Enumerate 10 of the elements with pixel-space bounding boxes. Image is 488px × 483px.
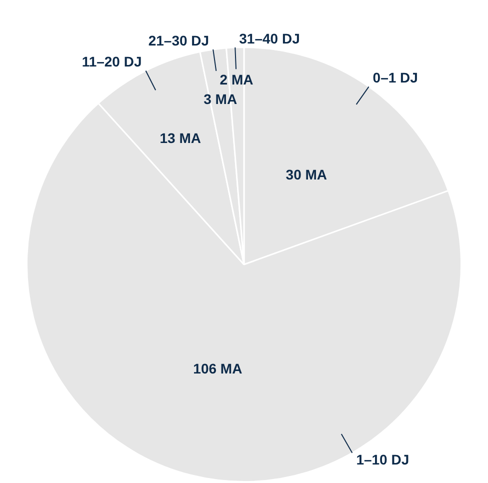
data-label: 30 MA	[286, 166, 328, 182]
slice-label: 11–20 DJ	[82, 54, 142, 70]
data-label: 106 MA	[193, 360, 242, 377]
data-label: 2 MA	[220, 72, 254, 88]
data-label: 3 MA	[204, 90, 238, 107]
slice-label: 21–30 DJ	[148, 32, 210, 48]
slice-label: 31–40 DJ	[239, 30, 300, 46]
slice-label: 1–10 DJ	[356, 452, 410, 468]
data-label: 13 MA	[160, 130, 201, 146]
slice-label: 0–1 DJ	[372, 70, 418, 86]
